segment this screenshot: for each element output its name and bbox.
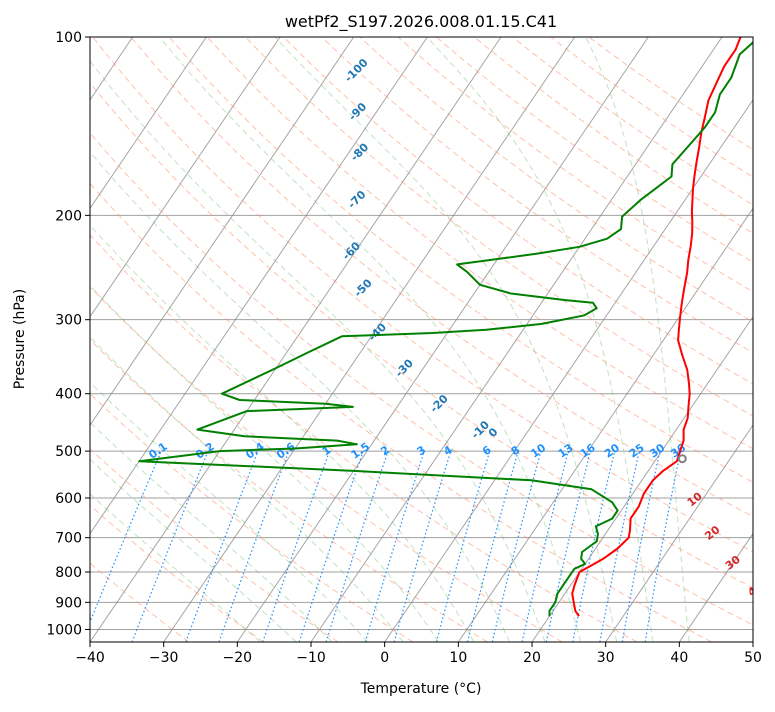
y-axis-label: Pressure (hPa) (12, 289, 28, 389)
x-tick-label: −10 (296, 650, 326, 666)
x-tick-label: 30 (597, 650, 615, 666)
y-tick-label: 500 (55, 444, 82, 460)
x-tick-label: 10 (449, 650, 467, 666)
x-tick-label: 0 (380, 650, 389, 666)
x-tick-label: 40 (670, 650, 688, 666)
y-tick-label: 1000 (46, 622, 82, 638)
x-tick-label: −30 (149, 650, 179, 666)
x-axis-label: Temperature (°C) (360, 681, 482, 697)
x-tick-label: 20 (523, 650, 541, 666)
y-tick-label: 200 (55, 208, 82, 224)
y-tick-label: 700 (55, 531, 82, 547)
y-tick-label: 900 (55, 595, 82, 611)
x-tick-label: −40 (75, 650, 105, 666)
x-tick-label: 50 (744, 650, 762, 666)
y-tick-label: 100 (55, 30, 82, 46)
x-tick-label: −20 (223, 650, 253, 666)
y-tick-label: 400 (55, 387, 82, 403)
y-tick-label: 300 (55, 313, 82, 329)
y-tick-label: 600 (55, 491, 82, 507)
chart-title: wetPf2_S197.2026.008.01.15.C41 (285, 12, 557, 32)
y-tick-label: 800 (55, 565, 82, 581)
